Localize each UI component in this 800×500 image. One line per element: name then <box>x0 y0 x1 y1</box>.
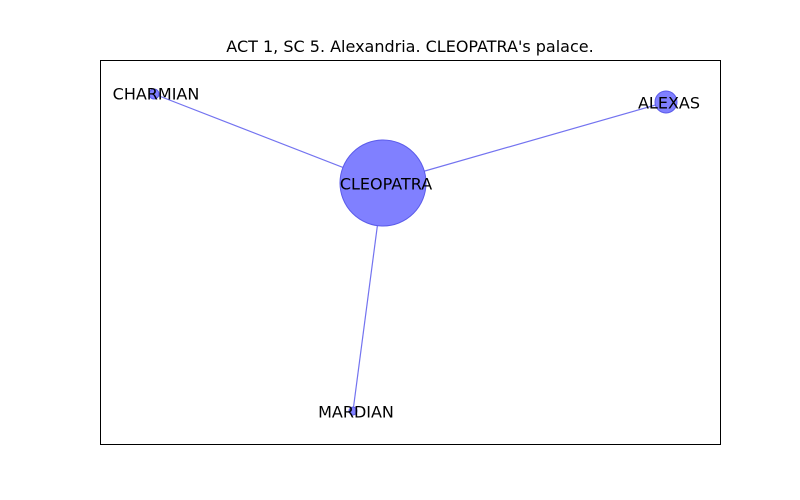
nodes-layer <box>148 88 678 416</box>
node-cleopatra <box>339 139 427 227</box>
node-alexas <box>654 90 678 114</box>
node-charmian <box>148 88 160 100</box>
chart-title: ACT 1, SC 5. Alexandria. CLEOPATRA's pal… <box>226 37 593 56</box>
node-label-cleopatra: CLEOPATRA <box>340 175 432 194</box>
node-label-charmian: CHARMIAN <box>113 85 200 104</box>
node-label-mardian: MARDIAN <box>318 403 394 422</box>
node-label-alexas: ALEXAS <box>638 94 700 113</box>
node-mardian <box>348 406 358 416</box>
edges-layer <box>153 93 667 412</box>
edge-cleopatra-alexas <box>382 101 667 184</box>
plot-frame <box>100 60 721 445</box>
labels-layer: CLEOPATRA CHARMIAN ALEXAS MARDIAN <box>113 85 700 422</box>
